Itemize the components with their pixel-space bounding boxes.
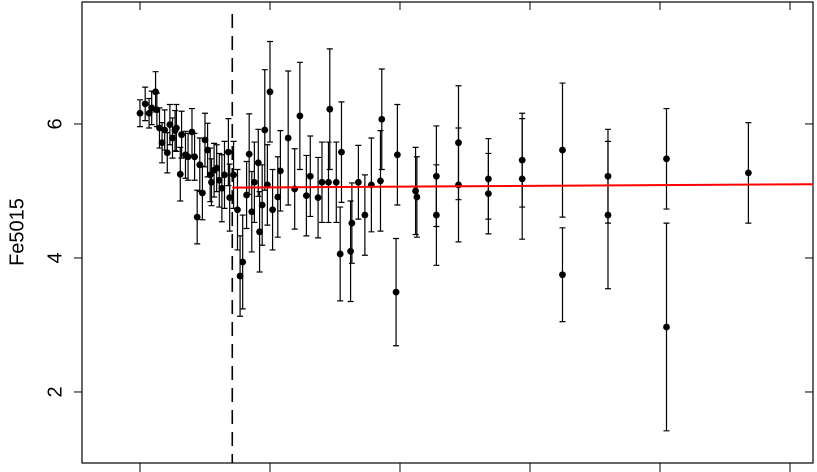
point [412, 187, 419, 195]
y-tick-label: 4 [44, 252, 66, 263]
point [392, 288, 400, 296]
point [152, 88, 159, 96]
point [347, 247, 354, 255]
point [432, 172, 440, 180]
point [215, 176, 223, 184]
point [663, 323, 670, 331]
point [136, 109, 144, 117]
point [158, 139, 166, 147]
point [256, 228, 263, 236]
point [261, 126, 269, 134]
point [178, 131, 185, 139]
point [172, 124, 180, 132]
point [221, 171, 228, 179]
point [156, 124, 163, 132]
point [296, 112, 304, 120]
point [518, 175, 526, 183]
point [248, 208, 256, 216]
point [191, 153, 198, 161]
point [198, 189, 206, 197]
point [236, 272, 244, 280]
point [176, 170, 184, 178]
point [193, 213, 201, 221]
point [245, 150, 253, 158]
point [161, 126, 169, 134]
point [744, 169, 752, 177]
point [302, 192, 310, 200]
point [318, 178, 326, 186]
point [234, 206, 241, 214]
point [166, 121, 174, 129]
point [218, 184, 226, 192]
point [326, 105, 334, 113]
point [484, 175, 492, 183]
point [604, 172, 612, 180]
y-axis-label: Fe5015 [6, 198, 28, 266]
point [208, 178, 215, 186]
point [393, 151, 401, 159]
point [336, 250, 344, 258]
y-tick-label: 6 [44, 118, 66, 129]
point [213, 164, 221, 172]
point [284, 134, 292, 142]
point [276, 167, 284, 175]
point [148, 104, 156, 112]
point [224, 148, 232, 156]
point [201, 136, 209, 144]
fit-line [232, 183, 814, 189]
point [338, 148, 345, 156]
point [243, 191, 250, 199]
point [141, 100, 149, 108]
point [559, 146, 566, 154]
point [226, 194, 234, 202]
point [332, 178, 340, 186]
point [250, 178, 258, 186]
point [663, 155, 670, 163]
plot-frame [81, 1, 814, 464]
point [258, 201, 266, 209]
point [325, 178, 332, 186]
point [413, 193, 421, 201]
point [348, 219, 356, 227]
point [184, 153, 192, 161]
point [169, 134, 176, 142]
point [354, 178, 362, 186]
point [163, 149, 171, 157]
point [266, 88, 274, 96]
point [361, 211, 369, 219]
point [239, 258, 247, 266]
point [455, 139, 462, 147]
point [378, 115, 386, 123]
point [230, 171, 237, 179]
point [559, 271, 566, 279]
point [274, 193, 282, 201]
point [269, 206, 276, 214]
point [377, 177, 384, 185]
point [306, 172, 314, 180]
y-tick-label: 2 [44, 386, 66, 397]
point [314, 194, 322, 202]
point [145, 109, 153, 117]
